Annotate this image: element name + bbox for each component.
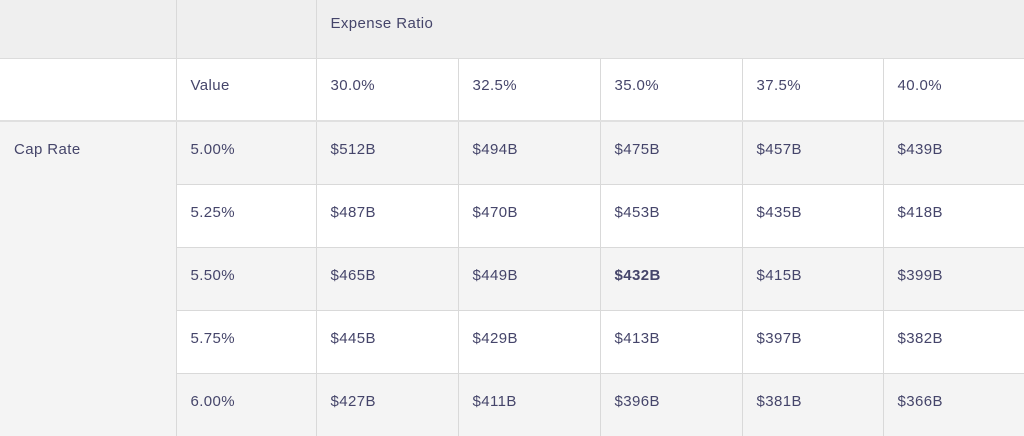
corner-blank-cell-2 [175, 0, 317, 59]
column-header-3: 37.5% [741, 57, 884, 122]
value-cell-r2-c3: $415B [741, 246, 884, 311]
value-cell-r4-c3: $381B [741, 372, 884, 436]
column-header-2: 35.0% [599, 57, 743, 122]
value-cell-r2-c4: $399B [882, 246, 1024, 311]
group-header-row: Expense Ratio [0, 0, 1024, 59]
value-cell-r0-c1: $494B [457, 120, 601, 185]
table-row: 5.50% $465B $449B $432B $415B $399B [0, 246, 1024, 311]
row-header-4: 6.00% [176, 372, 317, 436]
column-header-0: 30.0% [315, 57, 459, 122]
expense-ratio-header: Expense Ratio [315, 0, 1024, 59]
value-cell-r0-c4: $439B [882, 120, 1024, 185]
value-cell-r0-c2: $475B [599, 120, 743, 185]
value-cell-r1-c4: $418B [882, 183, 1024, 248]
value-cell-r4-c2: $396B [599, 372, 743, 436]
column-header-row: Value 30.0% 32.5% 35.0% 37.5% 40.0% [0, 57, 1024, 122]
value-cell-r4-c4: $366B [882, 372, 1024, 436]
value-cell-r1-c0: $487B [315, 183, 459, 248]
value-cell-r3-c1: $429B [457, 309, 601, 374]
row-header-3: 5.75% [176, 309, 317, 374]
value-cell-r4-c0: $427B [315, 372, 459, 436]
value-cell-r1-c2: $453B [599, 183, 743, 248]
value-cell-r4-c1: $411B [457, 372, 601, 436]
value-cell-r1-c3: $435B [741, 183, 884, 248]
table-row: Cap Rate 5.00% $512B $494B $475B $457B $… [0, 120, 1024, 436]
value-cell-r3-c4: $382B [882, 309, 1024, 374]
value-cell-r1-c1: $470B [457, 183, 601, 248]
base-case-cell: $432B [599, 246, 743, 311]
corner-blank-cell [0, 0, 177, 59]
row-header-0: 5.00% [175, 120, 317, 185]
value-cell-r3-c0: $445B [315, 309, 459, 374]
value-cell-r0-c3: $457B [741, 120, 884, 185]
column-header-1: 32.5% [457, 57, 601, 122]
value-cell-r3-c2: $413B [599, 309, 743, 374]
value-cell-r0-c0: $512B [315, 120, 459, 185]
value-cell-r3-c3: $397B [741, 309, 884, 374]
value-cell-r2-c0: $465B [315, 246, 459, 311]
column-header-4: 40.0% [882, 57, 1024, 122]
blank-cell [0, 57, 177, 122]
cap-rate-header: Cap Rate [0, 120, 177, 436]
row-header-1: 5.25% [176, 183, 317, 248]
row-header-2: 5.50% [176, 246, 317, 311]
value-cell-r2-c1: $449B [457, 246, 601, 311]
table-row: 6.00% $427B $411B $396B $381B $366B [0, 372, 1024, 436]
value-header: Value [175, 57, 317, 122]
